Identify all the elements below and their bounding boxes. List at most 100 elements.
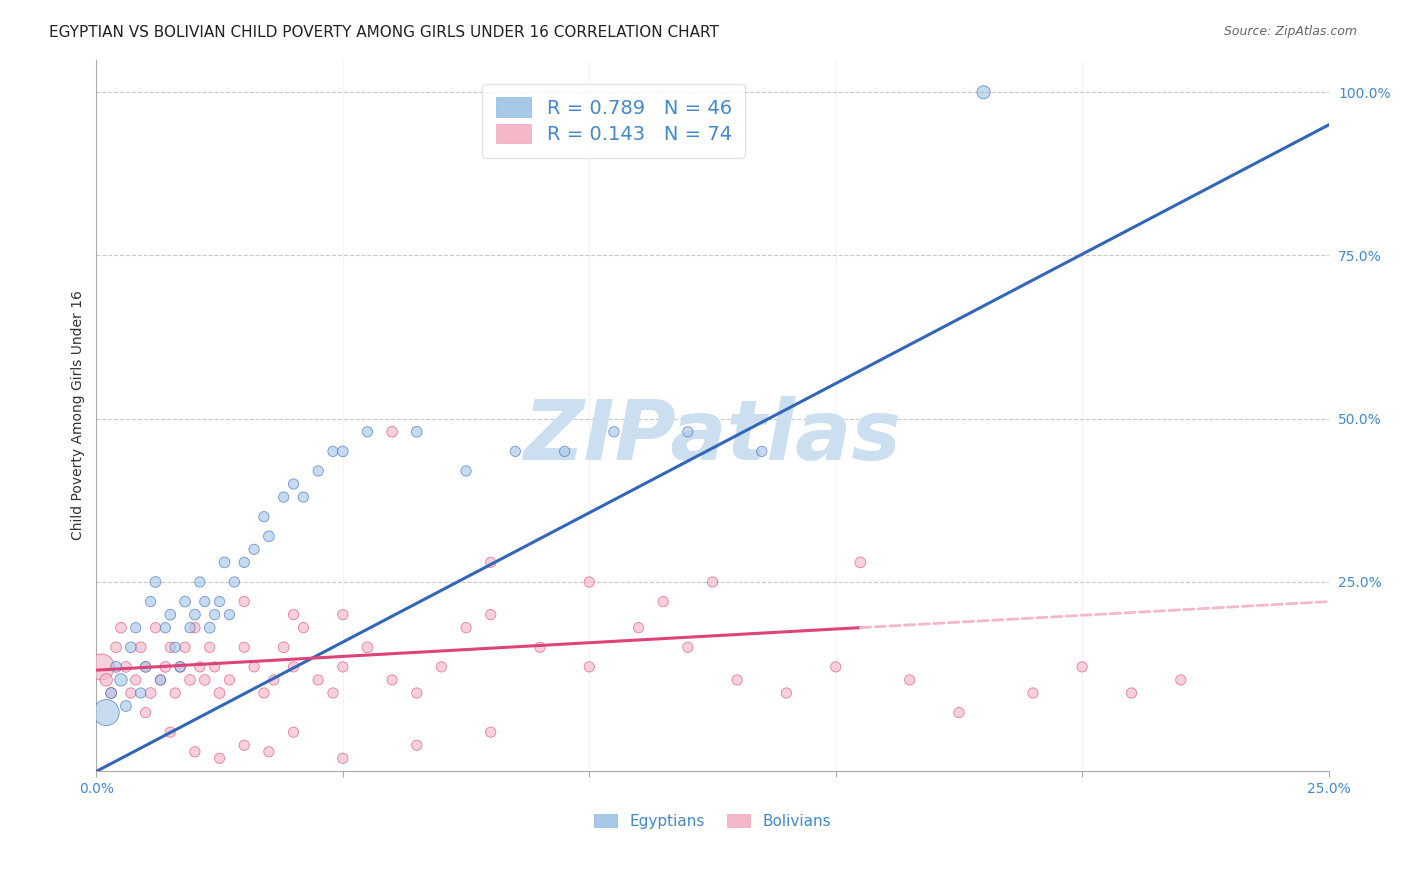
Point — [179, 621, 201, 635]
Point — [292, 621, 315, 635]
Point — [135, 660, 157, 674]
Point — [273, 490, 295, 504]
Point — [356, 640, 378, 655]
Point — [120, 686, 142, 700]
Point — [1121, 686, 1143, 700]
Point — [578, 660, 600, 674]
Point — [257, 745, 280, 759]
Point — [652, 594, 675, 608]
Point — [322, 444, 344, 458]
Point — [454, 621, 477, 635]
Point — [725, 673, 748, 687]
Point — [479, 555, 502, 569]
Point — [115, 660, 138, 674]
Point — [169, 660, 191, 674]
Point — [105, 660, 128, 674]
Point — [194, 594, 217, 608]
Point — [208, 594, 231, 608]
Point — [208, 751, 231, 765]
Point — [224, 574, 246, 589]
Point — [129, 686, 152, 700]
Y-axis label: Child Poverty Among Girls Under 16: Child Poverty Among Girls Under 16 — [72, 291, 86, 541]
Point — [174, 594, 197, 608]
Point — [218, 607, 240, 622]
Point — [165, 686, 187, 700]
Point — [454, 464, 477, 478]
Point — [159, 607, 181, 622]
Point — [208, 686, 231, 700]
Point — [283, 607, 305, 622]
Point — [775, 686, 797, 700]
Point — [198, 621, 221, 635]
Point — [149, 673, 172, 687]
Point — [273, 640, 295, 655]
Point — [283, 477, 305, 491]
Point — [702, 574, 724, 589]
Point — [188, 660, 211, 674]
Point — [356, 425, 378, 439]
Point — [174, 640, 197, 655]
Point — [430, 660, 453, 674]
Point — [139, 686, 162, 700]
Text: EGYPTIAN VS BOLIVIAN CHILD POVERTY AMONG GIRLS UNDER 16 CORRELATION CHART: EGYPTIAN VS BOLIVIAN CHILD POVERTY AMONG… — [49, 25, 718, 40]
Point — [405, 738, 427, 752]
Point — [198, 640, 221, 655]
Point — [948, 706, 970, 720]
Point — [603, 425, 626, 439]
Point — [529, 640, 551, 655]
Point — [165, 640, 187, 655]
Point — [145, 621, 167, 635]
Point — [578, 574, 600, 589]
Point — [155, 660, 177, 674]
Point — [849, 555, 872, 569]
Point — [100, 686, 122, 700]
Point — [188, 574, 211, 589]
Point — [898, 673, 921, 687]
Point — [676, 425, 699, 439]
Point — [283, 725, 305, 739]
Point — [973, 85, 995, 99]
Point — [90, 660, 112, 674]
Point — [332, 607, 354, 622]
Point — [332, 660, 354, 674]
Point — [100, 686, 122, 700]
Point — [204, 660, 226, 674]
Point — [110, 673, 132, 687]
Point — [307, 673, 329, 687]
Point — [283, 660, 305, 674]
Point — [405, 425, 427, 439]
Legend: Egyptians, Bolivians: Egyptians, Bolivians — [588, 807, 837, 835]
Point — [332, 444, 354, 458]
Point — [824, 660, 846, 674]
Point — [233, 594, 256, 608]
Point — [405, 686, 427, 700]
Point — [479, 607, 502, 622]
Point — [554, 444, 576, 458]
Point — [96, 706, 118, 720]
Point — [194, 673, 217, 687]
Point — [381, 425, 404, 439]
Text: ZIPatlas: ZIPatlas — [523, 396, 901, 477]
Point — [96, 673, 118, 687]
Point — [125, 673, 148, 687]
Point — [184, 745, 207, 759]
Point — [381, 673, 404, 687]
Point — [204, 607, 226, 622]
Point — [263, 673, 285, 687]
Point — [214, 555, 236, 569]
Point — [145, 574, 167, 589]
Point — [159, 640, 181, 655]
Point — [307, 464, 329, 478]
Point — [139, 594, 162, 608]
Point — [155, 621, 177, 635]
Point — [110, 621, 132, 635]
Point — [479, 725, 502, 739]
Point — [149, 673, 172, 687]
Point — [115, 699, 138, 714]
Point — [257, 529, 280, 543]
Point — [676, 640, 699, 655]
Point — [184, 621, 207, 635]
Point — [627, 621, 650, 635]
Point — [332, 751, 354, 765]
Point — [169, 660, 191, 674]
